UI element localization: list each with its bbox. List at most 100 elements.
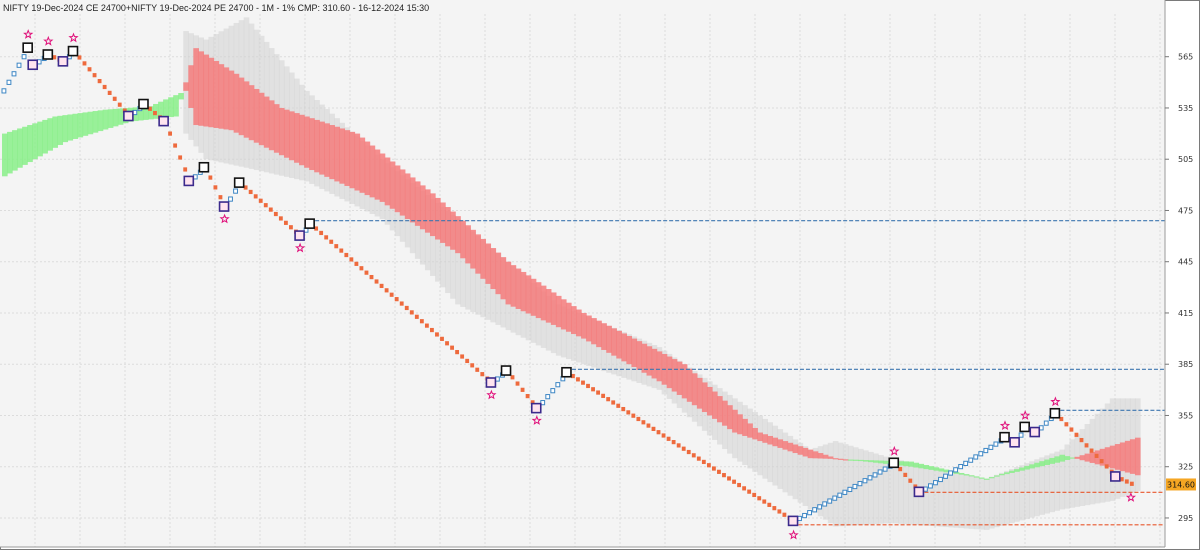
cloud-step [933, 467, 940, 471]
cloud-step [409, 177, 416, 223]
renko-brick-up [968, 457, 974, 463]
shadow-step [933, 467, 940, 527]
shadow-step [782, 432, 789, 493]
y-tick-label: 505 [1178, 155, 1193, 164]
cloud-step [470, 229, 476, 269]
cloud-step [435, 197, 441, 240]
cloud-step [228, 70, 235, 131]
renko-brick-up [1, 88, 7, 94]
renko-brick-down [711, 466, 716, 471]
cloud-step [72, 113, 79, 139]
cloud-step [727, 405, 733, 430]
shadow-step [586, 317, 592, 366]
shadow-step [812, 447, 819, 513]
renko-brick-down [913, 484, 918, 489]
cloud-step [193, 48, 199, 126]
renko-brick-down [1069, 427, 1074, 432]
cloud-step [188, 65, 194, 108]
cloud-step [1029, 464, 1035, 469]
shadow-step [999, 472, 1005, 526]
cloud-step [953, 471, 960, 474]
cloud-step [545, 289, 552, 323]
cloud-step [802, 447, 809, 457]
cloud-step [183, 82, 189, 91]
cloud-step [27, 125, 33, 163]
cloud-step [611, 328, 617, 356]
cloud-step [173, 95, 179, 117]
renko-brick-down [384, 288, 389, 293]
shadow-step [923, 465, 930, 526]
cloud-step [999, 473, 1005, 476]
cloud-step [430, 193, 436, 237]
cloud-step [278, 107, 285, 156]
renko-brick-down [450, 345, 454, 350]
shadow-step [1054, 451, 1061, 511]
cloud-step [510, 265, 517, 307]
shadow-step [807, 449, 814, 510]
shadow-step [767, 422, 774, 483]
shadow-step [1049, 453, 1055, 513]
cloud-step [480, 238, 486, 279]
renko-brick-down [153, 110, 157, 116]
swing-low-marker [57, 56, 69, 67]
renko-brick-down [908, 478, 913, 483]
swing-high-marker [1049, 407, 1061, 419]
cloud-step [344, 130, 351, 186]
renko-brick-down [268, 207, 273, 212]
renko-brick-down [414, 314, 419, 319]
cloud-step [591, 318, 597, 345]
shadow-step [450, 215, 456, 299]
renko-brick-down [581, 380, 585, 385]
ichimoku-cloud [2, 48, 1141, 480]
cloud-step [294, 113, 300, 163]
renko-brick-down [430, 327, 434, 333]
cloud-step [732, 409, 738, 433]
cloud-step [666, 356, 673, 389]
shadow-step [943, 470, 950, 528]
shadow-step [465, 227, 471, 310]
swing-low-marker [123, 110, 134, 122]
cloud-step [1104, 447, 1111, 468]
renko-brick-up [807, 510, 812, 516]
cloud-step [424, 189, 431, 233]
renko-brick-up [857, 481, 863, 487]
cloud-step [263, 96, 270, 148]
renko-brick-down [87, 67, 92, 72]
cloud-step [445, 207, 451, 247]
cloud-step [450, 211, 456, 250]
renko-brick-down [424, 323, 429, 328]
renko-brick-down [208, 175, 213, 180]
renko-brick-down [248, 189, 253, 195]
chart-title: NIFTY 19-Dec-2024 CE 24700+NIFTY 19-Dec-… [3, 3, 430, 13]
shadow-step [837, 442, 844, 527]
renko-brick-down [651, 426, 656, 431]
renko-brick-down [213, 185, 218, 190]
cloud-step [223, 67, 230, 130]
swing-high-marker [42, 49, 54, 60]
cloud-step [92, 111, 99, 133]
price-tag: 314.60 [1166, 478, 1196, 491]
renko-brick-up [953, 467, 959, 473]
cloud-step [213, 60, 220, 128]
level-lines [309, 220, 1165, 526]
shadow-step [817, 446, 824, 517]
renko-brick-down [666, 436, 671, 441]
renko-brick-down [379, 283, 384, 289]
price-tag-label: 314.60 [1167, 480, 1195, 489]
renko-brick-down [289, 225, 293, 230]
y-tick-label: 475 [1178, 206, 1193, 215]
cloud-step [238, 77, 245, 136]
cloud-step [137, 107, 144, 121]
renko-brick-down [696, 456, 701, 461]
cloud-step [364, 141, 371, 196]
shadow-step [183, 31, 189, 134]
shadow-step [1024, 463, 1030, 519]
cloud-step [163, 99, 169, 118]
swing-low-marker [530, 402, 542, 414]
renko-brick-down [656, 430, 661, 435]
cloud-step [47, 118, 53, 151]
renko-brick-down [1084, 443, 1089, 448]
renko-brick-down [591, 387, 595, 392]
renko-brick-down [676, 443, 681, 448]
shadow-step [1004, 470, 1010, 525]
